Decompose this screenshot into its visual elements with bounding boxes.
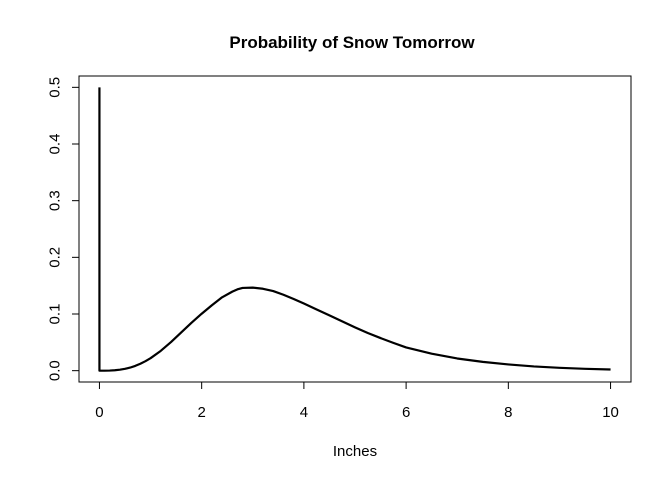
x-axis: 0 2 4 6 8 10: [95, 381, 619, 421]
plot-frame: [78, 75, 632, 383]
y-tick-label: 0.5: [47, 77, 64, 98]
x-tick-label: 2: [197, 404, 205, 421]
chart-title: Probability of Snow Tomorrow: [229, 33, 475, 52]
y-tick-label: 0.1: [47, 304, 64, 325]
x-axis-label: Inches: [333, 443, 377, 460]
y-tick-label: 0.4: [47, 134, 64, 155]
x-tick-label: 10: [602, 404, 619, 421]
x-tick-label: 8: [504, 404, 512, 421]
y-tick-label: 0.3: [47, 190, 64, 211]
y-tick-label: 0.2: [47, 247, 64, 268]
x-tick-label: 0: [95, 404, 103, 421]
series-line-snow-probability: [98, 87, 611, 372]
y-tick-label: 0.0: [47, 360, 64, 381]
x-tick-label: 6: [402, 404, 410, 421]
x-tick-label: 4: [300, 404, 308, 421]
y-axis: 0.0 0.1 0.2 0.3 0.4 0.5: [47, 77, 80, 381]
